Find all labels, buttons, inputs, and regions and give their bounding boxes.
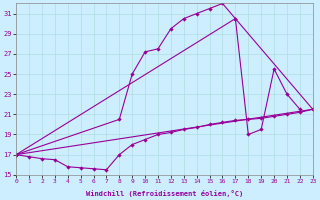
X-axis label: Windchill (Refroidissement éolien,°C): Windchill (Refroidissement éolien,°C): [86, 190, 243, 197]
